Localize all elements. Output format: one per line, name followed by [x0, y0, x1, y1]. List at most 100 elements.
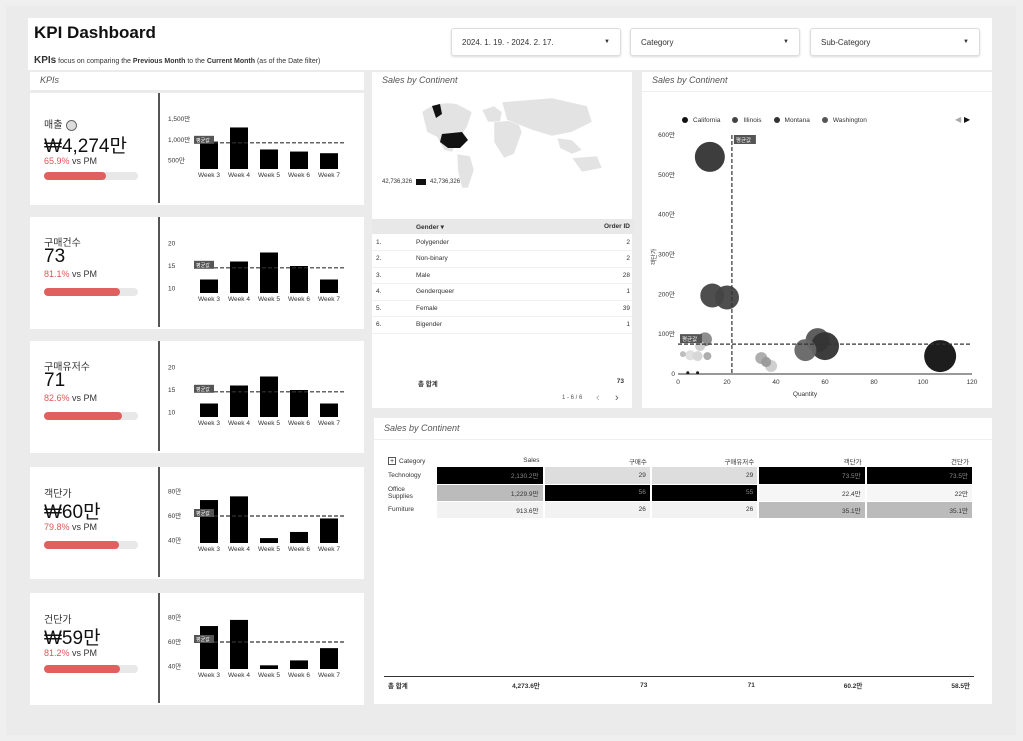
y-tick-label: 10	[168, 286, 176, 293]
legend-label: California	[693, 117, 721, 124]
table-row[interactable]: 5. Female 39	[372, 300, 634, 317]
subcategory-filter[interactable]: Sub-Category ▼	[810, 28, 980, 56]
value-cell: 29	[650, 467, 760, 485]
column-header[interactable]: 구매수	[628, 458, 647, 466]
chevron-down-icon: ▼	[783, 39, 789, 45]
average-label: 평균값	[196, 510, 210, 517]
y-tick-label: 15	[168, 387, 176, 394]
divider	[642, 91, 992, 92]
gender-total-value: 73	[616, 378, 624, 385]
legend-next-icon[interactable]: ▶	[964, 115, 971, 124]
y-tick-label: 1,000만	[168, 135, 190, 144]
table-row[interactable]: 6. Bigender 1	[372, 316, 634, 334]
table-row[interactable]: 1. Polygender 2	[372, 234, 634, 251]
pivot-table: + Category Sales 구매수 구매유저수 객단가 건단가 Technology 2…	[384, 454, 975, 519]
page-subtitle: KPIs focus on comparing the Previous Mon…	[34, 55, 321, 66]
legend-prev-icon[interactable]: ◀	[955, 115, 962, 124]
kpi-value: ₩4,274만	[44, 136, 127, 157]
row-number: 3.	[372, 267, 412, 284]
average-label: 평균값	[196, 386, 210, 393]
column-header[interactable]: 구매유저수	[724, 458, 755, 466]
orders-cell: 1	[539, 283, 634, 301]
legend-label: Montana	[784, 117, 810, 124]
x-tick-label: 40	[772, 379, 780, 386]
page-title: KPI Dashboard	[34, 23, 156, 42]
x-tick-label: Week 5	[258, 296, 280, 303]
highlighted-country[interactable]	[440, 132, 468, 148]
legend-dot	[773, 117, 780, 124]
x-tick-label: Week 6	[288, 420, 310, 427]
kpi-card-buyers: 구매유저수 71 82.6% vs PM 20 15 10 Week 3 Week 4 W…	[30, 341, 364, 453]
legend-item[interactable]: Illinois	[732, 117, 762, 124]
value-cell: 26	[650, 501, 760, 519]
x-tick-label: Week 6	[288, 172, 310, 179]
gender-cell: Non-binary	[412, 250, 540, 268]
totals-cell: 60.2만	[758, 676, 867, 694]
legend-item[interactable]: Montana	[773, 117, 810, 124]
legend-swatch	[416, 179, 427, 185]
value-cell: 55	[650, 484, 760, 502]
column-header[interactable]: 객단가	[843, 458, 862, 466]
column-header[interactable]: 건단가	[951, 458, 969, 466]
date-range-filter[interactable]: 2024. 1. 19. - 2024. 2. 17. ▼	[451, 28, 621, 56]
kpi-card-revenue: 매출 ₩4,274만 65.9% vs PM 1,500만 1,000만 500만 W…	[30, 93, 364, 205]
table-row[interactable]: Technology 2,130.2만 29 29 73.5만 73.5만	[384, 467, 975, 485]
average-label-bg	[194, 635, 214, 643]
world-map[interactable]	[382, 92, 622, 192]
kpi-delta: 79.8% vs PM	[44, 522, 98, 532]
weekly-bar-chart: 20 15 10 Week 3 Week 4 Week 5 Week 6 Week 7 평균값	[168, 365, 344, 427]
column-header[interactable]: Sales	[523, 457, 540, 464]
legend-item[interactable]: Washington	[821, 117, 867, 124]
table-row[interactable]: 2. Non-binary 2	[372, 250, 634, 268]
gender-total-label: 총 합계	[418, 381, 438, 388]
x-tick-label: Week 4	[228, 296, 250, 303]
legend-label: Washington	[832, 117, 867, 124]
average-label-bg	[194, 135, 214, 144]
x-tick-label: Week 3	[198, 672, 220, 679]
gender-column-header[interactable]: Gender ▾	[412, 219, 540, 234]
y-tick-label: 0	[671, 371, 675, 378]
expand-icon[interactable]: +	[388, 456, 396, 465]
x-tick-label: Week 7	[318, 420, 340, 427]
scatter-chart[interactable]: 0 100만 200만 300만 400만 500만 600만 0 20 40 60 80 100 120…	[642, 127, 992, 402]
value-cell: 73.5만	[865, 467, 975, 485]
average-label-bg	[194, 384, 214, 393]
y-tick-label: 1,500만	[168, 114, 190, 123]
value-cell: 35.1만	[865, 501, 975, 519]
y-tick-label: 500만	[168, 156, 185, 165]
table-row[interactable]: 4. Genderqueer 1	[372, 283, 634, 301]
table-row[interactable]: 3. Male 28	[372, 267, 634, 284]
category-filter[interactable]: Category ▼	[630, 28, 800, 56]
next-page-icon[interactable]: ›	[615, 392, 619, 404]
legend-dot	[682, 117, 688, 124]
x-tick-label: Week 7	[318, 172, 340, 179]
data-point	[679, 351, 686, 358]
pivot-totals: 총 합계 4,273.6만 73 71 60.2만 58.5만	[384, 676, 974, 694]
bar	[200, 626, 218, 669]
prev-page-icon[interactable]: ‹	[596, 392, 600, 404]
x-tick-label: Week 3	[198, 296, 220, 303]
orders-column-header[interactable]: Order ID	[539, 219, 634, 234]
bar	[260, 149, 278, 169]
gender-cell: Genderqueer	[412, 283, 540, 301]
divider	[158, 467, 160, 577]
value-cell: 2,130.2만	[436, 467, 545, 485]
kpi-progress-bar	[44, 541, 138, 549]
weekly-bar-chart: 80만 60만 40만 Week 3 Week 4 Week 5 Week 6 Week 7 평…	[168, 612, 344, 679]
kpi-progress-fill	[44, 172, 106, 180]
table-row[interactable]: Office Supplies 1,229.9만 56 55 22.4만 22만	[384, 484, 975, 502]
kpi-delta: 81.2% vs PM	[44, 648, 98, 658]
date-range-value: 2024. 1. 19. - 2024. 2. 17.	[462, 37, 554, 47]
average-label-bg	[733, 135, 756, 144]
x-tick-label: Week 3	[198, 420, 220, 427]
divider	[158, 217, 160, 327]
gender-cell: Male	[412, 267, 540, 284]
x-tick-label: Week 4	[228, 420, 250, 427]
category-column-header[interactable]: + Category	[388, 456, 426, 465]
data-point	[692, 351, 703, 362]
legend-dot	[821, 117, 828, 124]
table-row[interactable]: Furniture 913.6만 26 26 35.1만 35.1만	[384, 501, 975, 519]
legend-item[interactable]: California	[682, 117, 720, 124]
y-tick-label: 300만	[658, 250, 675, 259]
divider	[158, 593, 160, 703]
